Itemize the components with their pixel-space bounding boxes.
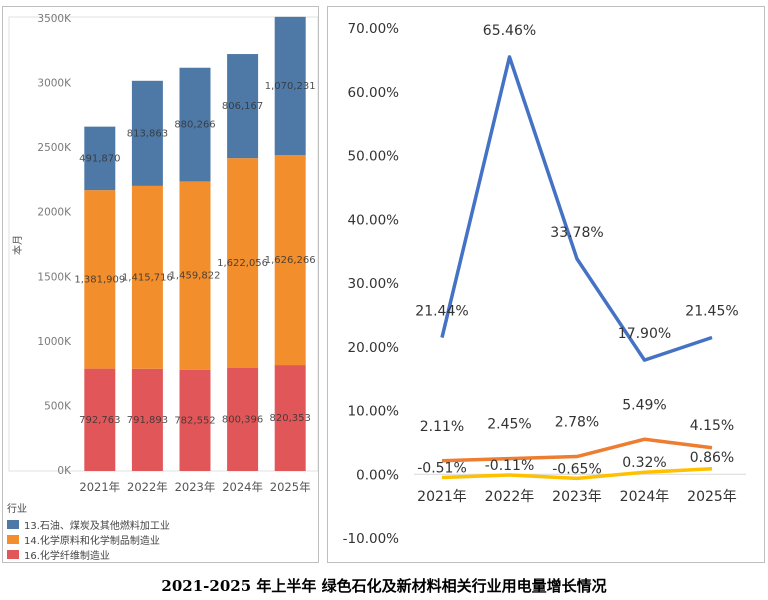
legend-label: 13.石油、煤炭及其他燃料加工业: [24, 521, 170, 532]
x-tick-label: 2024年: [620, 489, 670, 505]
y-tick-label: 3500K: [37, 13, 72, 25]
data-label: 2.45%: [487, 417, 531, 433]
y-tick-label: 2500K: [37, 142, 72, 154]
x-tick-label: 2022年: [485, 489, 535, 505]
x-tick-label: 2021年: [79, 480, 120, 494]
legend-title: 行业: [7, 504, 27, 515]
data-label: 65.46%: [483, 23, 536, 39]
legend-swatch: [7, 535, 19, 544]
data-label: 800,396: [222, 414, 263, 425]
data-label: 1,415,716: [122, 272, 173, 283]
y-tick-label: 0.00%: [356, 467, 399, 483]
y-tick-label: 2000K: [37, 207, 72, 219]
legend-swatch: [7, 550, 19, 559]
y-tick-label: 60.00%: [348, 85, 400, 101]
data-label: -0.65%: [552, 461, 602, 477]
data-label: 806,167: [222, 101, 263, 112]
bar-segment: [227, 367, 259, 471]
data-label: 5.49%: [622, 397, 666, 413]
y-tick-label: -10.00%: [343, 531, 400, 547]
bar-segment: [274, 155, 306, 366]
bar-segment: [84, 126, 116, 191]
bar-legend: 行业 13.石油、煤炭及其他燃料加工业 14.化学原料和化学制品制造业 16.化学纤…: [7, 500, 170, 562]
figure-caption: 2021-2025 年上半年 绿色石化及新材料相关行业用电量增长情况: [161, 577, 607, 595]
data-label: 0.86%: [690, 450, 734, 466]
legend-item: 13.石油、煤炭及其他燃料加工业: [7, 517, 170, 532]
y-tick-label: 0K: [57, 465, 72, 477]
growth-line-panel: -10.00% 0.00% 10.00% 20.00% 30.00% 40.00% 50.0…: [327, 6, 765, 563]
data-label: 17.90%: [618, 326, 671, 342]
data-label: 1,070,231: [265, 81, 316, 92]
data-label: 21.45%: [685, 304, 738, 320]
series-line: [441, 437, 713, 463]
data-label: 782,552: [174, 415, 215, 426]
data-label: -0.51%: [417, 461, 467, 477]
data-label: 4.15%: [690, 418, 734, 434]
growth-line-chart: -10.00% 0.00% 10.00% 20.00% 30.00% 40.00% 50.0…: [343, 21, 746, 547]
legend-label: 16.化学纤维制造业: [24, 551, 110, 562]
y-tick-label: 1500K: [37, 271, 72, 283]
y-tick-label: 30.00%: [348, 276, 400, 292]
data-label: 880,266: [174, 120, 215, 131]
data-label: 33.78%: [550, 225, 603, 241]
legend-label: 14.化学原料和化学制品制造业: [24, 536, 160, 547]
data-label: 2.78%: [555, 415, 599, 431]
data-label: 491,870: [79, 153, 120, 164]
data-label: 792,763: [79, 415, 120, 426]
x-tick-label: 2025年: [687, 489, 737, 505]
bar-segment: [131, 185, 163, 369]
y-tick-label: 10.00%: [348, 404, 400, 420]
legend-swatch: [7, 520, 19, 529]
x-tick-label: 2023年: [552, 489, 602, 505]
data-label: 1,626,266: [265, 255, 316, 266]
legend-item: 14.化学原料和化学制品制造业: [7, 532, 170, 547]
stacked-bar-chart: 0K 500K 1000K 1500K 2000K 2500K 3000K 3500K 本月 79…: [8, 13, 318, 494]
y-tick-label: 1000K: [37, 336, 72, 348]
x-tick-label: 2022年: [127, 480, 168, 494]
data-label: 1,459,822: [170, 271, 221, 282]
legend-item: 16.化学纤维制造业: [7, 547, 170, 562]
bar-segment: [179, 67, 211, 182]
bar-segment: [84, 190, 116, 369]
x-tick-label: 2023年: [175, 480, 216, 494]
bar-segment: [131, 80, 163, 186]
y-tick-label: 3000K: [37, 78, 72, 90]
bar-segment: [179, 181, 211, 370]
y-tick-label: 20.00%: [348, 340, 400, 356]
data-label: 791,893: [127, 415, 168, 426]
bar-segment: [227, 158, 259, 368]
bar-segment: [274, 16, 306, 156]
bar-segment: [274, 365, 306, 471]
data-label: 813,863: [127, 128, 168, 139]
data-label: 820,353: [270, 413, 311, 424]
data-label: -0.11%: [485, 458, 535, 474]
data-label: 2.11%: [420, 419, 464, 435]
data-label: 1,622,056: [217, 258, 268, 269]
stacked-bar-panel: 0K 500K 1000K 1500K 2000K 2500K 3000K 3500K 本月 79…: [2, 6, 319, 563]
y-tick-label: 50.00%: [348, 149, 400, 165]
series-line: [440, 55, 713, 362]
x-tick-label: 2021年: [417, 489, 467, 505]
y-tick-label: 70.00%: [348, 21, 400, 37]
bar-segment: [84, 368, 116, 471]
x-tick-label: 2025年: [270, 480, 311, 494]
y-axis-label: 本月: [11, 235, 24, 255]
bar-segment: [179, 369, 211, 471]
bar-segment: [227, 54, 259, 159]
data-label: 0.32%: [622, 455, 666, 471]
data-label: 1,381,909: [74, 274, 125, 285]
x-tick-label: 2024年: [222, 480, 263, 494]
y-tick-label: 40.00%: [348, 212, 400, 228]
series-line: [441, 467, 713, 481]
y-tick-label: 500K: [44, 400, 72, 412]
bar-segment: [131, 368, 163, 471]
plot-frame: [8, 16, 318, 472]
data-label: 21.44%: [415, 304, 468, 320]
